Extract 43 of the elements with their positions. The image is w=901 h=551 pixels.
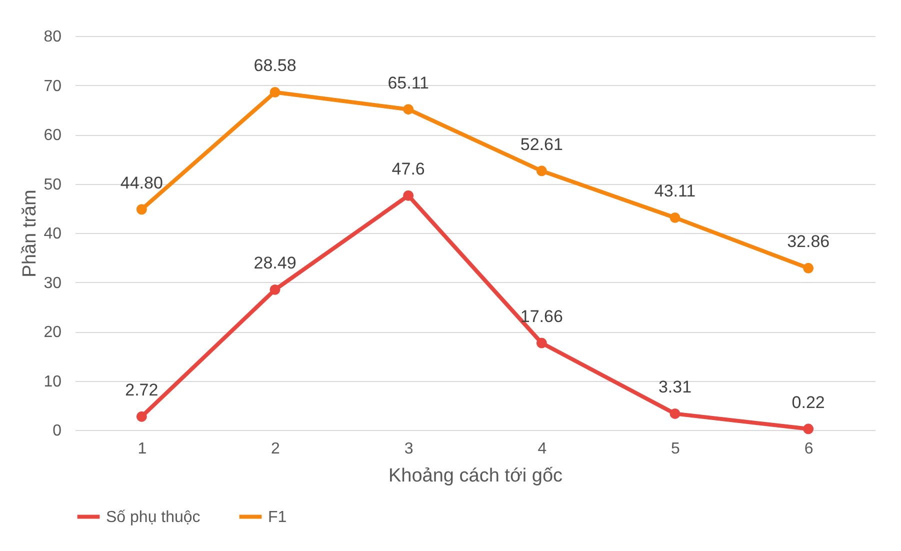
point — [536, 338, 547, 348]
y-tick-label: 0 — [52, 422, 62, 440]
data-label: 44.80 — [120, 173, 163, 192]
y-tick-label: 40 — [44, 226, 62, 242]
y-tick-label: 60 — [44, 127, 62, 144]
x-tick-label: 6 — [804, 440, 814, 458]
data-label: 3.31 — [658, 378, 692, 397]
x-tick-label: 2 — [271, 440, 280, 458]
data-label: 28.49 — [254, 254, 296, 273]
x-tick-label: 4 — [538, 440, 547, 458]
x-tick-label: 1 — [138, 440, 147, 458]
point — [670, 212, 680, 223]
data-label: 65.11 — [388, 73, 429, 92]
point — [670, 408, 680, 419]
y-axis-title: Phần trăm — [20, 190, 41, 278]
data-label: 68.58 — [254, 56, 296, 76]
x-axis-title: Khoảng cách tới gốc — [388, 466, 563, 486]
y-tick-label: 20 — [44, 324, 62, 341]
data-label: 47.6 — [392, 160, 425, 179]
y-tick-label: 30 — [44, 274, 62, 292]
x-tick-label: 3 — [404, 440, 414, 458]
y-tick-label: 10 — [44, 373, 62, 390]
data-label: 2.72 — [125, 380, 158, 400]
point — [803, 262, 814, 274]
data-label: 43.11 — [654, 182, 696, 201]
legend-label: F1 — [268, 508, 287, 526]
point — [403, 104, 414, 115]
point — [403, 190, 414, 201]
y-tick-label: 70 — [44, 78, 62, 95]
data-label: 0.22 — [792, 392, 825, 412]
y-tick-label: 50 — [44, 176, 62, 194]
point — [803, 424, 814, 434]
point — [536, 166, 547, 176]
y-tick-label: 80 — [44, 28, 62, 46]
point — [136, 204, 147, 215]
x-tick-label: 5 — [671, 440, 680, 458]
data-label: 52.61 — [520, 134, 563, 154]
data-label: 32.86 — [787, 232, 830, 252]
legend-label: Số phụ thuộc — [106, 508, 200, 526]
point — [270, 87, 280, 98]
point — [270, 284, 280, 295]
data-label: 17.66 — [520, 307, 563, 326]
point — [136, 411, 147, 422]
